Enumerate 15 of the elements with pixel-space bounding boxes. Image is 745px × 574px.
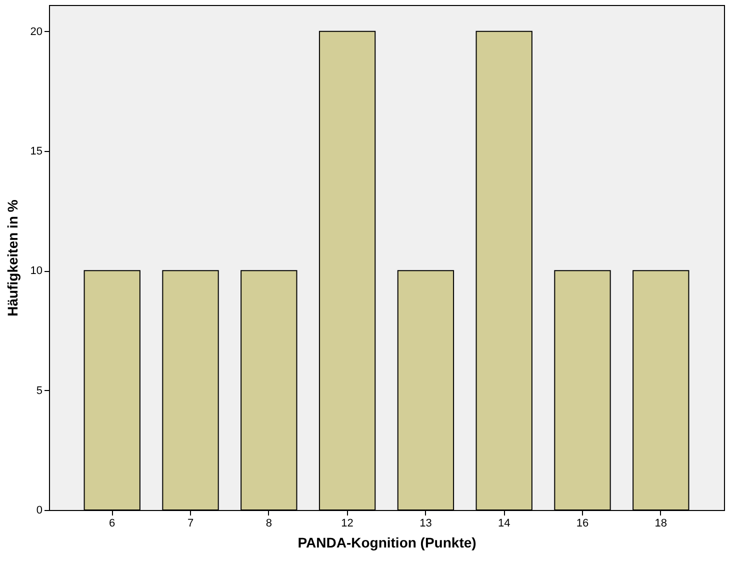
y-tick-label: 5 <box>36 384 42 397</box>
x-tick-label: 12 <box>341 518 354 530</box>
y-tick-label: 15 <box>30 145 42 158</box>
x-tick-label: 8 <box>266 518 272 530</box>
x-tick-label: 14 <box>498 518 510 530</box>
x-tick-label: 18 <box>654 518 668 530</box>
x-axis-title: PANDA-Kognition (Punkte) <box>298 534 476 550</box>
x-tick-label: 6 <box>109 518 116 530</box>
y-tick-label: 10 <box>30 265 42 278</box>
x-tick-label: 13 <box>420 518 432 530</box>
x-tick-label: 7 <box>187 518 194 530</box>
y-tick-label: 0 <box>36 504 42 516</box>
y-axis-title: Häufigkeiten in % <box>4 199 20 316</box>
y-tick-label: 20 <box>30 26 42 38</box>
x-tick-label: 16 <box>576 518 589 530</box>
